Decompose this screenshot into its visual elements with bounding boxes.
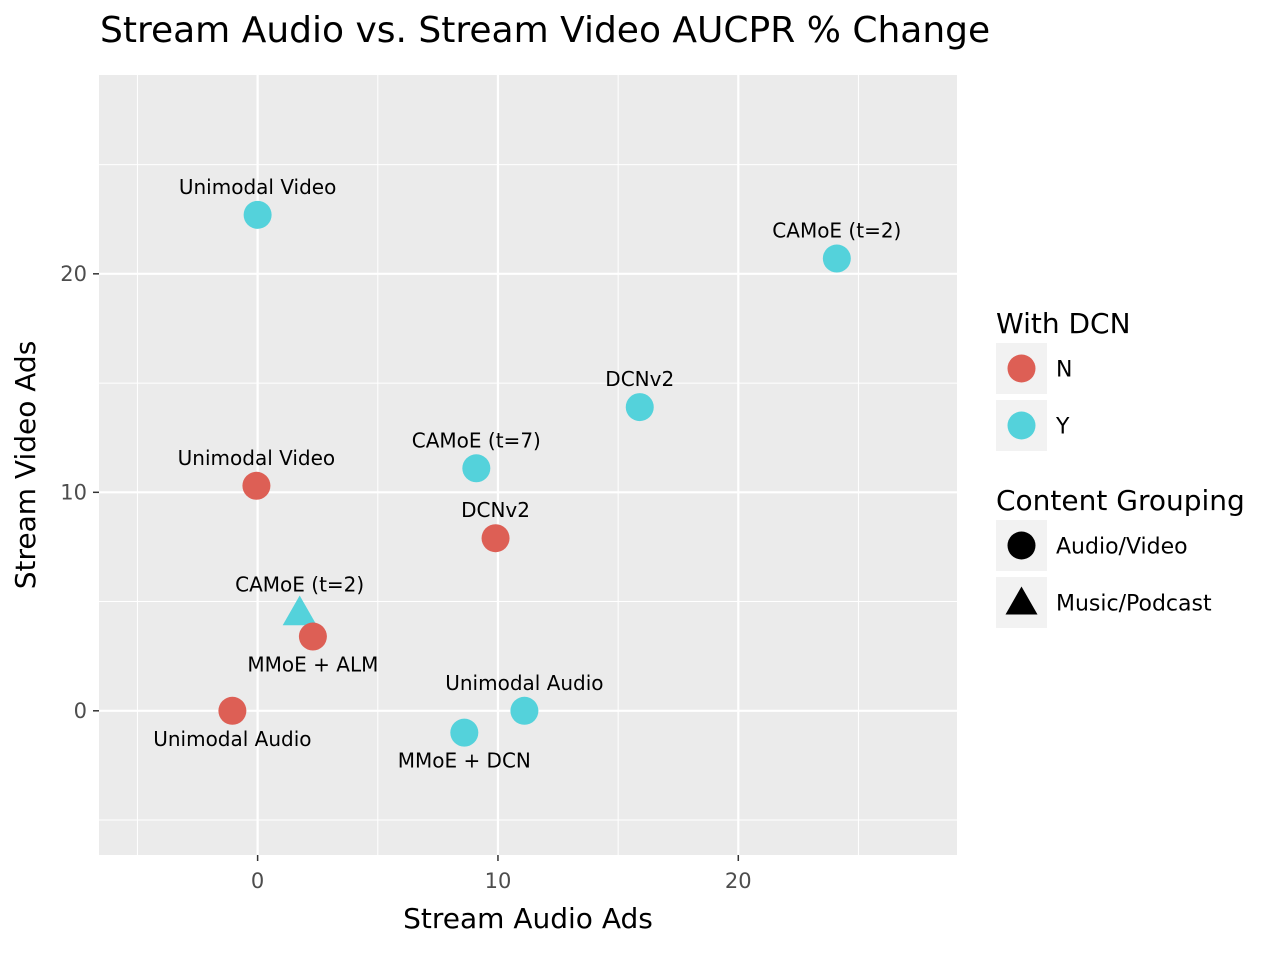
data-label: Unimodal Audio	[153, 727, 311, 751]
data-label: DCNv2	[605, 367, 674, 391]
data-label: Unimodal Video	[178, 446, 336, 470]
legend-item-label: Audio/Video	[1056, 535, 1188, 560]
x-tick-label: 10	[485, 869, 512, 893]
data-point	[298, 622, 327, 651]
legend-title: Content Grouping	[996, 484, 1245, 517]
data-label: MMoE + ALM	[247, 653, 378, 677]
data-label: DCNv2	[461, 498, 530, 522]
data-label: CAMoE (t=7)	[412, 428, 541, 452]
legend-item-label: Music/Podcast	[1056, 592, 1212, 617]
legend-item-label: Y	[1055, 415, 1070, 440]
y-tick-label: 10	[60, 480, 87, 504]
data-point	[510, 696, 539, 725]
data-label: Unimodal Video	[179, 175, 337, 199]
x-axis-title: Stream Audio Ads	[403, 902, 653, 935]
data-point	[822, 244, 851, 273]
data-point	[243, 200, 272, 229]
data-point	[625, 393, 654, 422]
points-layer	[218, 200, 851, 747]
data-point	[242, 471, 271, 500]
data-label: Unimodal Audio	[445, 671, 603, 695]
legend-key-circle	[1007, 411, 1036, 440]
legend-title: With DCN	[996, 307, 1131, 340]
plot-panel	[99, 75, 957, 855]
y-tick-label: 20	[60, 262, 87, 286]
legend-key-circle	[1007, 531, 1036, 560]
data-point-triangle	[282, 595, 317, 626]
data-point	[481, 524, 510, 553]
data-point	[462, 454, 491, 483]
legend: With DCN N Y Content Grouping Audio/Video Mus…	[996, 307, 1245, 628]
data-label: MMoE + DCN	[398, 749, 531, 773]
data-point	[218, 696, 247, 725]
x-tick-label: 20	[725, 869, 752, 893]
x-tick-label: 0	[251, 869, 264, 893]
y-tick-label: 0	[74, 699, 87, 723]
legend-item-label: N	[1056, 358, 1072, 383]
y-axis-title: Stream Video Ads	[9, 341, 42, 590]
point-labels-layer: Unimodal Video CAMoE (t=2) DCNv2 CAMoE (t=7…	[153, 175, 901, 773]
axis-layer: 0 10 20 0 10 20	[60, 262, 751, 893]
data-label: CAMoE (t=2)	[772, 219, 901, 243]
data-point	[450, 718, 479, 747]
legend-key-triangle	[1005, 586, 1038, 615]
chart-title: Stream Audio vs. Stream Video AUCPR % Ch…	[100, 10, 990, 51]
data-label: CAMoE (t=2)	[235, 572, 364, 596]
legend-key-circle	[1007, 354, 1036, 383]
